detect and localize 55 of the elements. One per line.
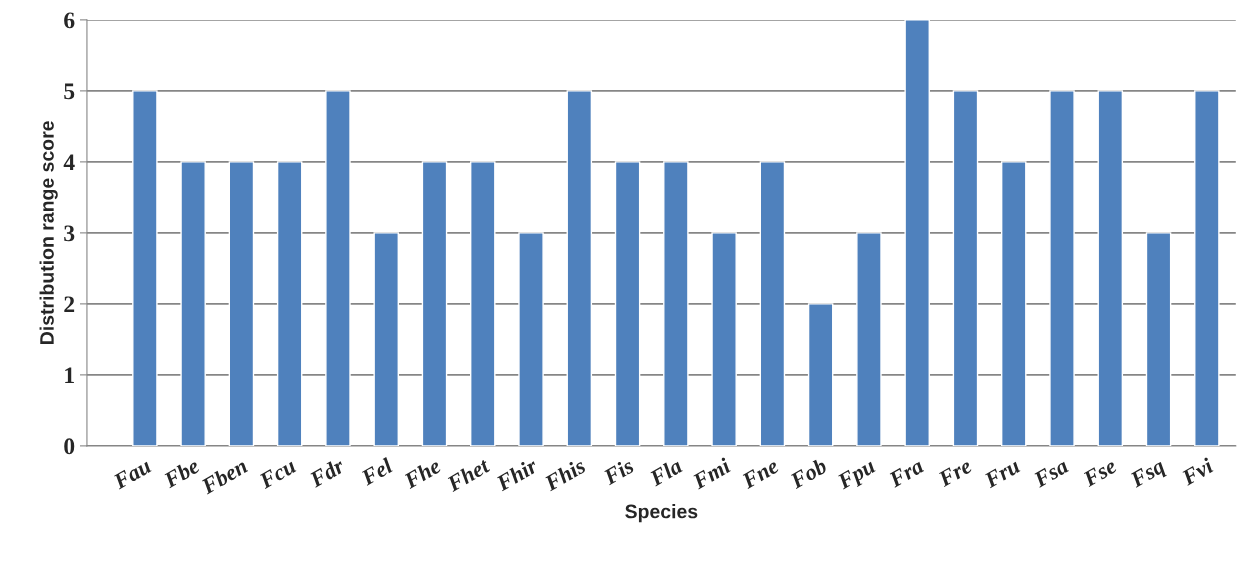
- bar: [1194, 90, 1220, 446]
- x-tick-label: Fhis: [542, 457, 587, 492]
- bar: [421, 161, 448, 446]
- y-tick-label: 0: [64, 438, 75, 455]
- bar: [952, 90, 979, 446]
- bar: [614, 161, 641, 446]
- bar: [807, 303, 834, 446]
- x-tick-label: Fse: [1081, 457, 1118, 488]
- x-tick-label: Fbe: [162, 457, 201, 489]
- bar: [518, 232, 544, 446]
- x-tick-label: Fla: [648, 457, 684, 487]
- x-tick-label: Fob: [788, 457, 828, 490]
- y-tick-label: 2: [64, 296, 75, 313]
- x-tick-label: Fau: [112, 458, 153, 490]
- x-tick-label: Fsa: [1032, 458, 1070, 488]
- bar: [663, 161, 689, 446]
- x-tick-label: Fsq: [1129, 458, 1169, 492]
- bar: [469, 161, 496, 446]
- bar: [1097, 90, 1124, 446]
- bar: [325, 90, 351, 446]
- bar: [1049, 90, 1075, 446]
- x-tick-label: Fdr: [307, 456, 346, 488]
- bar: [856, 232, 882, 446]
- y-tick-label: 5: [64, 83, 75, 100]
- x-tick-label: Fcu: [258, 458, 297, 490]
- x-tick-label: Fre: [937, 457, 973, 488]
- x-tick-label: Fhir: [494, 456, 539, 492]
- x-tick-label: Fru: [983, 458, 1021, 489]
- bar: [904, 19, 930, 446]
- bar: [180, 161, 206, 446]
- bar: [566, 90, 593, 446]
- x-tick-label: Fhe: [402, 457, 442, 490]
- x-tick-label: Fel: [359, 457, 395, 486]
- x-tick-label: Fmi: [690, 457, 732, 490]
- bar: [228, 161, 255, 446]
- bar: [711, 232, 737, 446]
- y-tick-label: 3: [64, 225, 75, 242]
- bar: [132, 90, 158, 446]
- bar: [759, 161, 786, 446]
- bar: [276, 161, 303, 446]
- x-tick-label: Fben: [199, 457, 249, 495]
- x-tick-label: Fra: [887, 458, 925, 488]
- x-tick-label: Fpu: [836, 458, 879, 494]
- bar: [373, 232, 399, 446]
- bar: [1145, 232, 1172, 446]
- bar: [1000, 161, 1027, 446]
- x-tick-label: Fvi: [1180, 457, 1215, 486]
- y-axis-title: Distribution range score: [39, 121, 58, 344]
- y-tick-label: 4: [63, 154, 75, 171]
- x-axis-title: Species: [625, 504, 698, 523]
- x-tick-label: Fis: [601, 457, 635, 486]
- x-tick-label: Fne: [740, 457, 780, 490]
- x-tick-label: Fhet: [445, 456, 492, 493]
- y-tick-label: 1: [65, 367, 74, 384]
- y-tick-label: 6: [64, 12, 75, 29]
